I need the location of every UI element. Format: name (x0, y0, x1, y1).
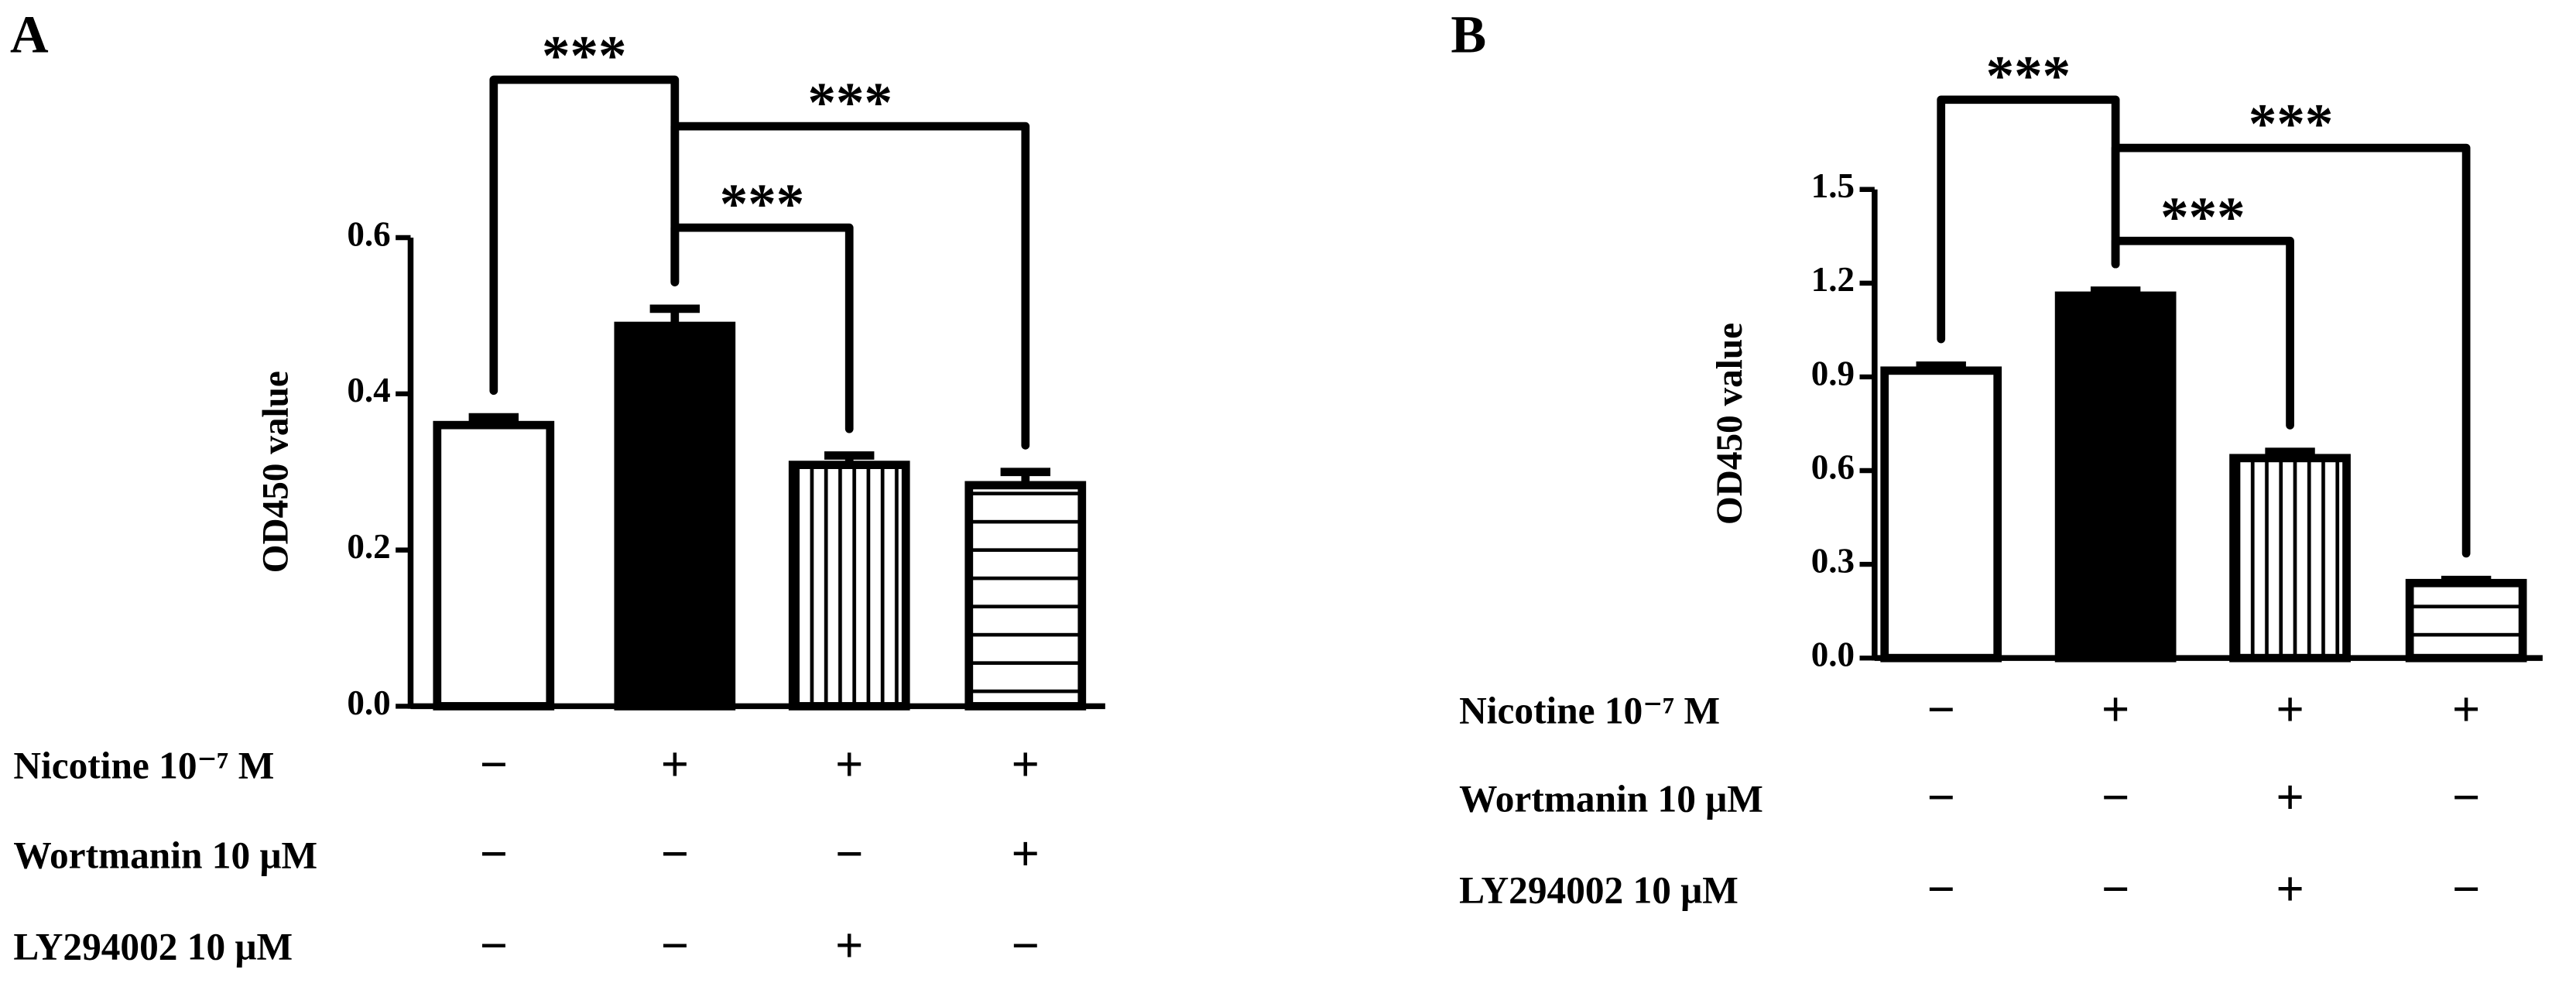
y-axis-label: OD450 value (1710, 323, 1750, 525)
treatment-sign: − (660, 918, 689, 973)
treatment-sign: + (2452, 682, 2481, 737)
y-tick-label: 0.3 (1811, 541, 1855, 580)
bar (788, 461, 910, 711)
bar (1880, 366, 2002, 663)
panel-letter: A (10, 5, 49, 63)
significance-label: *** (542, 24, 626, 87)
treatment-sign: − (1011, 918, 1040, 973)
bar (2405, 578, 2527, 663)
y-tick-label: 0.6 (347, 214, 390, 253)
treatment-sign: + (660, 737, 689, 792)
treatment-sign: − (1927, 682, 1955, 737)
treatment-sign: − (2452, 770, 2481, 825)
treatment-sign: + (2276, 770, 2304, 825)
y-tick-label: 0.4 (347, 371, 390, 409)
bar (433, 420, 555, 711)
significance-bracket (670, 223, 854, 433)
y-tick-label: 1.2 (1811, 260, 1855, 299)
treatment-sign: + (2276, 861, 2304, 916)
significance-label: *** (720, 172, 804, 235)
bar (964, 481, 1087, 711)
treatment-label: Wortmanin 10 μM (13, 834, 317, 876)
y-tick-label: 0.6 (1811, 447, 1855, 486)
treatment-sign: + (2276, 682, 2304, 737)
panel-letter: B (1451, 5, 1486, 63)
y-tick-label: 0.0 (347, 683, 390, 722)
y-axis-label: OD450 value (256, 371, 296, 573)
significance-bracket (2111, 143, 2471, 558)
y-tick-label: 0.0 (1811, 635, 1855, 674)
treatment-sign: − (1927, 770, 1955, 825)
significance-bracket (670, 122, 1030, 450)
treatment-sign: + (1011, 737, 1040, 792)
treatment-sign: − (660, 827, 689, 882)
significance-label: *** (2160, 185, 2245, 248)
bar (2229, 454, 2351, 663)
treatment-sign: − (2102, 770, 2130, 825)
treatment-label: LY294002 10 μM (1459, 868, 1738, 911)
treatment-sign: + (2102, 682, 2130, 737)
treatment-sign: + (835, 918, 864, 973)
y-tick-label: 1.5 (1811, 166, 1855, 205)
significance-label: *** (2249, 92, 2333, 155)
treatment-sign: − (479, 918, 508, 973)
significance-bracket (2111, 236, 2294, 430)
treatment-label: Nicotine 10⁻⁷ M (13, 744, 274, 786)
significance-label: *** (808, 70, 892, 133)
treatment-sign: − (2452, 861, 2481, 916)
treatment-sign: + (835, 737, 864, 792)
treatment-sign: − (1927, 861, 1955, 916)
y-tick-label: 0.2 (347, 527, 390, 566)
y-tick-label: 0.9 (1811, 354, 1855, 392)
treatment-sign: − (2102, 861, 2130, 916)
treatment-label: Nicotine 10⁻⁷ M (1459, 689, 1720, 731)
treatment-sign: − (479, 737, 508, 792)
significance-label: *** (1986, 44, 2071, 107)
treatment-sign: − (835, 827, 864, 882)
bar (614, 321, 736, 711)
treatment-sign: − (479, 827, 508, 882)
bar (2054, 291, 2177, 663)
treatment-sign: + (1011, 827, 1040, 882)
treatment-label: Wortmanin 10 μM (1459, 777, 1763, 820)
treatment-label: LY294002 10 μM (13, 925, 293, 968)
